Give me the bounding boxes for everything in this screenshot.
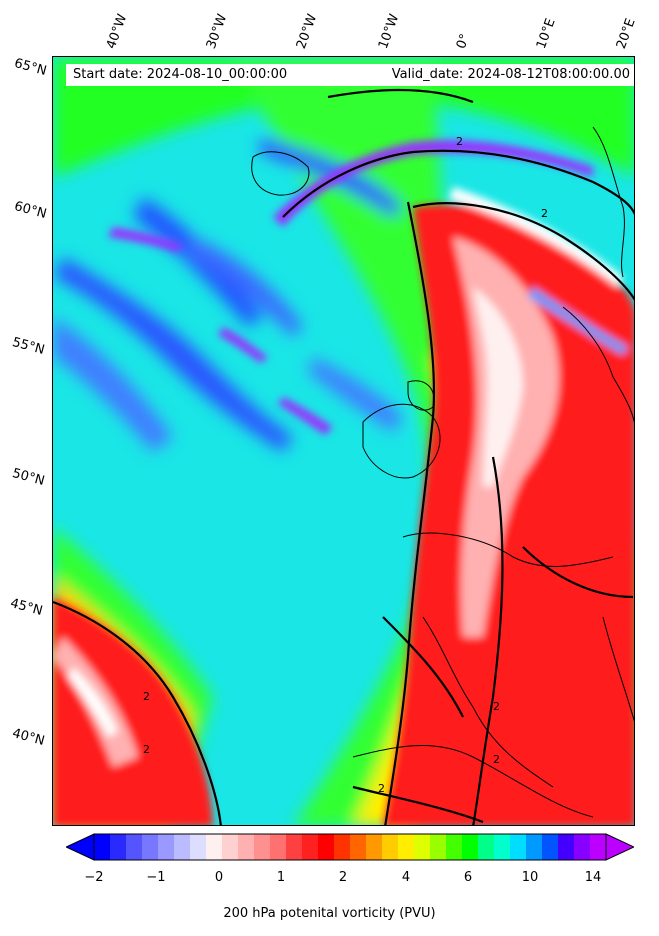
contour-label: 2 [456, 135, 463, 148]
colorbar-tick-label: −2 [84, 870, 104, 885]
colorbar-tick-label: 6 [463, 870, 473, 885]
colorbar-swatch [94, 834, 111, 860]
colorbar-swatch [494, 834, 511, 860]
contour-label: 2 [143, 743, 150, 756]
colorbar-swatch [478, 834, 495, 860]
latitude-label: 50°N [10, 466, 47, 489]
colorbar-title: 200 hPa potenital vorticity (PVU) [223, 906, 436, 921]
colorbar-tick-label: 4 [401, 870, 411, 885]
latitude-label: 55°N [10, 335, 47, 358]
colorbar-swatch [206, 834, 223, 860]
colorbar-swatch [542, 834, 559, 860]
latitude-label: 45°N [8, 596, 45, 619]
coastlines [251, 126, 634, 818]
colorbar-swatch [142, 834, 159, 860]
colorbar-swatch [270, 834, 287, 860]
contour-label: 2 [493, 753, 500, 766]
colorbar-swatch [158, 834, 175, 860]
date-info-bar: Start date: 2024-08-10_00:00:00 Valid_da… [66, 64, 634, 86]
colorbar-tick-label: −1 [146, 870, 166, 885]
longitude-label: 0° [453, 31, 474, 51]
contour-label: 2 [541, 207, 548, 220]
contour-label: 2 [143, 690, 150, 703]
colorbar-swatch [174, 834, 191, 860]
longitude-label: 10°E [533, 16, 559, 51]
longitude-label: 30°W [203, 12, 231, 51]
start-date-label: Start date: 2024-08-10_00:00:00 [73, 67, 288, 82]
colorbar-swatch [382, 834, 399, 860]
contour-label: 2 [378, 782, 385, 795]
latitude-label: 40°N [10, 726, 47, 749]
colorbar-swatch [126, 834, 143, 860]
colorbar-swatch [414, 834, 431, 860]
latitude-label: 60°N [12, 199, 49, 222]
colorbar-swatch [334, 834, 351, 860]
colorbar-swatch [510, 834, 527, 860]
colorbar-swatch [190, 834, 207, 860]
colorbar-swatch [366, 834, 383, 860]
contour-labels: 2 2 2 2 2 2 2 2 [143, 135, 548, 795]
colorbar-swatch [590, 834, 607, 860]
colorbar-max-extend [605, 833, 634, 861]
colorbar-swatch [430, 834, 447, 860]
colorbar [66, 833, 634, 861]
colorbar-swatch [318, 834, 335, 860]
colorbar-swatch [558, 834, 575, 860]
colorbar-swatch [574, 834, 591, 860]
latitude-label: 65°N [12, 56, 49, 79]
contour-label: 2 [493, 700, 500, 713]
colorbar-min-extend [66, 833, 95, 861]
colorbar-swatch [350, 834, 367, 860]
colorbar-tick-label: 1 [276, 870, 286, 885]
colorbar-swatch [526, 834, 543, 860]
colorbar-swatch [222, 834, 239, 860]
colorbar-swatch [398, 834, 415, 860]
longitude-label: 20°E [613, 16, 639, 51]
longitude-label: 40°W [103, 12, 131, 51]
longitude-label: 10°W [375, 12, 403, 51]
valid-date-label: Valid_date: 2024-08-12T08:00:00.00 [391, 67, 630, 82]
colorbar-tick-label: 0 [214, 870, 224, 885]
colorbar-swatch [110, 834, 127, 860]
colorbar-tick-label: 10 [521, 870, 539, 885]
pv-contours [53, 88, 634, 825]
colorbar-tick-label: 2 [338, 870, 348, 885]
colorbar-swatch [286, 834, 303, 860]
colorbar-swatch [462, 834, 479, 860]
longitude-label: 20°W [293, 12, 321, 51]
colorbar-swatch [302, 834, 319, 860]
colorbar-swatch [446, 834, 463, 860]
colorbar-swatch [238, 834, 255, 860]
colorbar-frame [93, 833, 607, 861]
colorbar-swatch [254, 834, 271, 860]
pv-field-map: 2 2 2 2 2 2 2 2 [53, 57, 634, 825]
colorbar-tick-label: 14 [584, 870, 602, 885]
map-panel: 2 2 2 2 2 2 2 2 [52, 56, 635, 826]
